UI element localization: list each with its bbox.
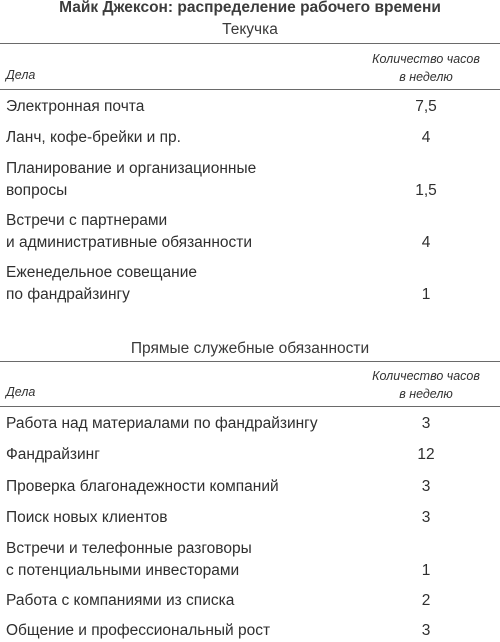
task-name: Общение и профессиональный рост <box>6 620 346 642</box>
task-name: Встречи с партнерами и административные … <box>6 210 346 254</box>
task-line: Ланч, кофе-брейки и пр. <box>6 129 181 146</box>
task-name: Поиск новых клиентов <box>6 507 346 529</box>
column-header-tasks: Дела <box>6 385 36 399</box>
task-hours: 12 <box>417 446 435 463</box>
task-line: с потенциальными инвесторами <box>6 562 240 579</box>
task-line: по фандрайзингу <box>6 286 130 303</box>
task-name: Работа над материалами по фандрайзингу <box>6 413 346 435</box>
header-hours-line2: в неделю <box>399 387 453 401</box>
task-name: Электронная почта <box>6 96 346 118</box>
task-line: Встречи и телефонные разговоры <box>6 540 252 557</box>
task-hours: 7,5 <box>415 98 437 115</box>
column-header-hours: Количество часов в неделю <box>356 50 496 86</box>
task-hours: 3 <box>421 478 431 495</box>
column-header-hours: Количество часов в неделю <box>356 367 496 403</box>
page-title: Майк Джексон: распределение рабочего вре… <box>59 0 441 16</box>
task-name: Проверка благонадежности компаний <box>6 476 346 498</box>
task-name: Планирование и организационные вопросы <box>6 158 346 202</box>
task-hours: 1 <box>421 562 431 579</box>
task-line: Работа с компаниями из списка <box>6 592 235 609</box>
header-hours-line1: Количество часов <box>372 52 480 66</box>
header-hours-line1: Количество часов <box>372 369 480 383</box>
task-name: Встречи и телефонные разговоры с потенци… <box>6 538 346 582</box>
task-line: и административные обязанности <box>6 234 253 251</box>
task-hours: 2 <box>421 592 431 609</box>
task-hours: 1 <box>421 286 431 303</box>
task-hours: 1,5 <box>415 182 437 199</box>
task-line: Общение и профессиональный рост <box>6 622 271 639</box>
section-title-direct-duties: Прямые служебные обязанности <box>130 340 370 357</box>
task-hours: 4 <box>421 129 431 146</box>
task-line: Проверка благонадежности компаний <box>6 478 279 495</box>
task-line: Фандрайзинг <box>6 446 100 463</box>
task-line: вопросы <box>6 182 68 199</box>
task-hours: 3 <box>421 622 431 639</box>
task-name: Фандрайзинг <box>6 444 346 466</box>
task-name: Ланч, кофе-брейки и пр. <box>6 127 346 149</box>
table-top-rule <box>0 361 500 362</box>
task-line: Встречи с партнерами <box>6 212 168 229</box>
task-line: Еженедельное совещание <box>6 264 197 281</box>
header-rule <box>0 406 500 407</box>
header-hours-line2: в неделю <box>399 70 453 84</box>
task-line: Поиск новых клиентов <box>6 509 168 526</box>
task-line: Электронная почта <box>6 98 145 115</box>
task-hours: 3 <box>421 415 431 432</box>
column-header-tasks: Дела <box>6 68 36 82</box>
task-line: Планирование и организационные <box>6 160 257 177</box>
task-line: Работа над материалами по фандрайзингу <box>6 415 318 432</box>
section-title-routine: Текучка <box>222 21 278 38</box>
header-rule <box>0 89 500 90</box>
task-name: Работа с компаниями из списка <box>6 590 346 612</box>
table-top-rule <box>0 43 500 44</box>
task-name: Еженедельное совещание по фандрайзингу <box>6 262 346 306</box>
task-hours: 4 <box>421 234 431 251</box>
task-hours: 3 <box>421 509 431 526</box>
